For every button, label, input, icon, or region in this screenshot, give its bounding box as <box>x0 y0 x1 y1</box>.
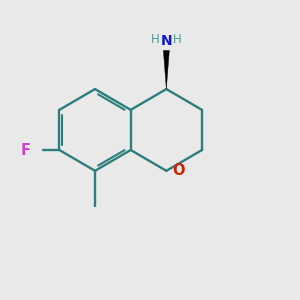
Text: H: H <box>151 33 159 46</box>
Polygon shape <box>164 50 169 89</box>
Text: O: O <box>172 163 185 178</box>
Text: N: N <box>160 34 172 48</box>
Text: F: F <box>20 142 30 158</box>
Text: H: H <box>173 33 182 46</box>
